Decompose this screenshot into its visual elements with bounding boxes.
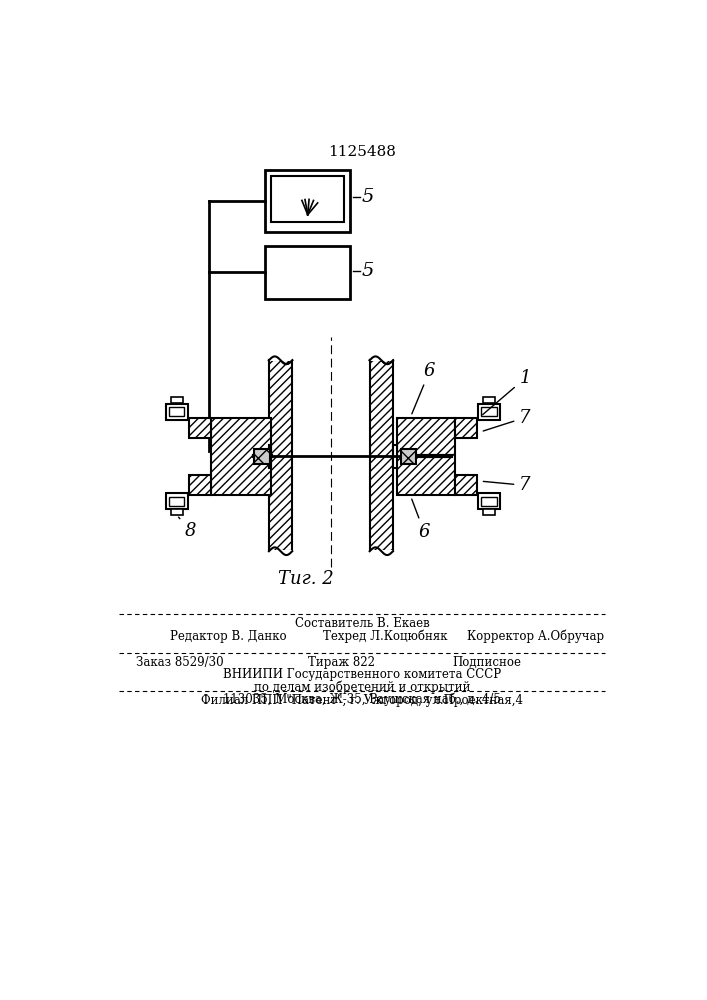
Text: 113035, Москва, Ж-35, Раушская наб., д. 4/5: 113035, Москва, Ж-35, Раушская наб., д. …	[223, 693, 501, 706]
Text: Редактор В. Данко: Редактор В. Данко	[170, 630, 286, 643]
Bar	[211, 418, 271, 495]
Bar	[255, 449, 270, 464]
Bar	[483, 397, 495, 403]
Bar	[269, 445, 271, 468]
Text: ВНИИПИ Государственного комитета СССР: ВНИИПИ Государственного комитета СССР	[223, 668, 501, 681]
Bar	[481, 407, 497, 416]
Bar	[271, 176, 344, 222]
Text: Заказ 8529/30: Заказ 8529/30	[136, 656, 224, 669]
Bar	[169, 497, 185, 506]
Text: 6: 6	[411, 499, 430, 541]
Bar	[189, 475, 211, 495]
Bar	[269, 355, 292, 361]
Text: Филиал ППП "Патент", г. Ужгород, ул.Проектная,4: Филиал ППП "Патент", г. Ужгород, ул.Прое…	[201, 694, 523, 707]
Bar	[265, 170, 351, 232]
Bar	[478, 404, 500, 420]
Bar	[455, 418, 477, 438]
Bar	[393, 445, 397, 468]
Text: Τиг. 2: Τиг. 2	[278, 570, 333, 588]
Text: 6: 6	[412, 362, 436, 414]
Text: по делам изобретений и открытий: по делам изобретений и открытий	[254, 681, 470, 694]
Bar	[370, 355, 393, 361]
Text: 1: 1	[483, 369, 531, 415]
Text: 7: 7	[483, 409, 531, 431]
Text: 7: 7	[484, 476, 531, 494]
Text: 8: 8	[179, 517, 196, 540]
Bar	[370, 550, 393, 557]
Bar	[166, 404, 187, 420]
Bar	[169, 407, 185, 416]
Bar	[170, 509, 183, 515]
Bar	[370, 360, 393, 551]
Text: 1125488: 1125488	[328, 145, 396, 159]
Bar	[269, 360, 292, 551]
Text: Составитель В. Екаев: Составитель В. Екаев	[295, 617, 429, 630]
Text: Техред Л.Коцюбняк: Техред Л.Коцюбняк	[323, 630, 448, 643]
Bar	[166, 493, 187, 509]
Text: 5: 5	[362, 262, 374, 280]
Bar	[170, 397, 183, 403]
Bar	[481, 497, 497, 506]
Text: Корректор А.Обручар: Корректор А.Обручар	[467, 630, 604, 643]
Bar	[397, 418, 455, 495]
Bar	[189, 418, 211, 438]
Text: Тираж 822: Тираж 822	[308, 656, 375, 669]
Text: 5: 5	[362, 188, 374, 206]
Bar	[455, 475, 477, 495]
Bar	[269, 550, 292, 557]
Bar	[401, 449, 416, 464]
Bar	[478, 493, 500, 509]
Text: Подписное: Подписное	[452, 656, 522, 669]
Bar	[483, 509, 495, 515]
Bar	[265, 246, 351, 299]
